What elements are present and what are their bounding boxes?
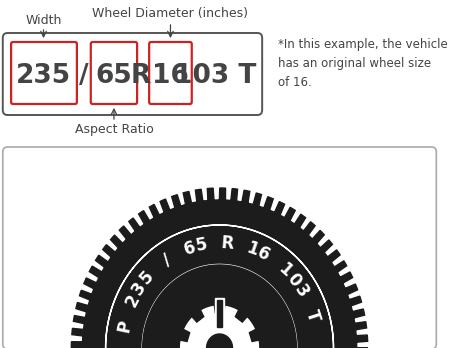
Text: /: / xyxy=(159,251,174,269)
Text: P: P xyxy=(114,318,135,334)
Text: 1: 1 xyxy=(244,239,260,259)
Text: T: T xyxy=(302,307,322,324)
Text: 16: 16 xyxy=(152,63,189,89)
Text: 0: 0 xyxy=(283,270,304,290)
Text: 5: 5 xyxy=(194,235,209,255)
Text: 3: 3 xyxy=(128,279,150,299)
Polygon shape xyxy=(107,226,333,348)
Text: Width: Width xyxy=(25,14,62,26)
Text: 3: 3 xyxy=(291,281,312,301)
Text: 6: 6 xyxy=(181,238,198,259)
Polygon shape xyxy=(146,313,190,341)
Text: 2: 2 xyxy=(122,291,144,310)
Polygon shape xyxy=(217,300,222,327)
Polygon shape xyxy=(207,334,233,348)
Polygon shape xyxy=(235,277,272,322)
Text: Aspect Ratio: Aspect Ratio xyxy=(74,124,153,136)
Polygon shape xyxy=(168,277,204,322)
Text: /: / xyxy=(80,63,89,89)
Text: 6: 6 xyxy=(255,244,273,265)
Text: Wheel Diameter (inches): Wheel Diameter (inches) xyxy=(92,8,248,21)
Text: R: R xyxy=(131,63,151,89)
FancyBboxPatch shape xyxy=(3,33,262,115)
Text: 235: 235 xyxy=(16,63,71,89)
Polygon shape xyxy=(215,298,224,328)
Polygon shape xyxy=(143,265,296,348)
Text: R: R xyxy=(220,234,234,253)
Text: 1: 1 xyxy=(274,259,295,280)
Text: *In this example, the vehicle
has an original wheel size
of 16.: *In this example, the vehicle has an ori… xyxy=(278,38,447,89)
Text: 5: 5 xyxy=(137,268,158,288)
Text: 103 T: 103 T xyxy=(174,63,256,89)
Polygon shape xyxy=(181,306,258,348)
Polygon shape xyxy=(71,188,368,348)
Polygon shape xyxy=(210,267,229,313)
Text: 65: 65 xyxy=(96,63,132,89)
Polygon shape xyxy=(249,313,293,341)
Polygon shape xyxy=(106,225,334,348)
FancyBboxPatch shape xyxy=(3,147,437,348)
